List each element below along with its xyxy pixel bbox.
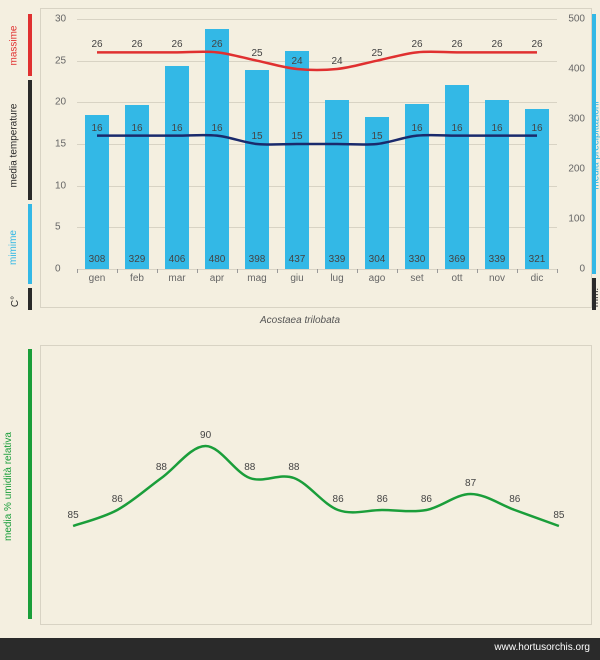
footer-url: www.hortusorchis.org xyxy=(494,642,590,653)
temp-min-value: 15 xyxy=(331,131,342,142)
temp-max-value: 25 xyxy=(251,47,262,58)
humidity-value: 86 xyxy=(377,494,388,505)
precip-bar: 369 xyxy=(445,85,469,270)
humidity-value: 85 xyxy=(553,510,564,521)
precip-value: 437 xyxy=(285,254,309,265)
temp-min-value: 16 xyxy=(171,122,182,133)
temp-max-value: 26 xyxy=(491,39,502,50)
y2-tick-label: 300 xyxy=(568,114,585,125)
temp-min-value: 15 xyxy=(251,131,262,142)
x-tick xyxy=(77,269,78,273)
y1-tick-label: 10 xyxy=(55,180,66,191)
humidity-value: 87 xyxy=(465,478,476,489)
temp-max-value: 24 xyxy=(291,56,302,67)
month-label: lug xyxy=(317,273,357,284)
gridline xyxy=(77,19,557,20)
label-media-temp: media temperature xyxy=(8,104,19,188)
gridline xyxy=(77,61,557,62)
y2-tick-label: 0 xyxy=(579,264,585,275)
month-label: dic xyxy=(517,273,557,284)
label-minime: mimime xyxy=(8,230,19,265)
precip-value: 339 xyxy=(325,254,349,265)
y2-tick-label: 200 xyxy=(568,164,585,175)
climate-chart: 0510152025300100200300400500308329406480… xyxy=(40,8,592,308)
humidity-axis-label-container: media % umidità relativa xyxy=(0,345,40,625)
temp-max-value: 26 xyxy=(411,39,422,50)
month-label: gen xyxy=(77,273,117,284)
humidity-value: 88 xyxy=(156,462,167,473)
label-precip: media precipitazioni xyxy=(591,101,600,189)
temp-max-value: 26 xyxy=(171,39,182,50)
y1-tick-label: 25 xyxy=(55,55,66,66)
month-label: set xyxy=(397,273,437,284)
y1-tick-label: 20 xyxy=(55,97,66,108)
label-celsius: C° xyxy=(10,296,21,307)
precip-bar: 406 xyxy=(165,66,189,269)
humidity-value: 86 xyxy=(421,494,432,505)
x-tick xyxy=(557,269,558,273)
temp-max-value: 26 xyxy=(531,39,542,50)
precip-bar: 480 xyxy=(205,29,229,269)
y2-tick-label: 400 xyxy=(568,64,585,75)
footer-bar: www.hortusorchis.org xyxy=(0,638,600,660)
precip-value: 308 xyxy=(85,254,109,265)
temp-min-value: 16 xyxy=(531,122,542,133)
temp-max-value: 26 xyxy=(211,39,222,50)
y1-tick-label: 0 xyxy=(55,264,61,275)
temp-min-value: 16 xyxy=(411,122,422,133)
temp-max-value: 26 xyxy=(131,39,142,50)
month-label: apr xyxy=(197,273,237,284)
y2-tick-label: 500 xyxy=(568,14,585,25)
precip-bar: 339 xyxy=(325,100,349,270)
month-label: nov xyxy=(477,273,517,284)
temp-min-value: 16 xyxy=(491,122,502,133)
month-label: feb xyxy=(117,273,157,284)
y1-tick-label: 5 xyxy=(55,222,61,233)
species-title: Acostaea trilobata xyxy=(0,315,600,326)
temp-min-value: 16 xyxy=(211,122,222,133)
temp-max-value: 26 xyxy=(451,39,462,50)
precip-bar: 398 xyxy=(245,70,269,269)
humidity-value: 88 xyxy=(244,462,255,473)
month-label: ago xyxy=(357,273,397,284)
temp-min-value: 16 xyxy=(451,122,462,133)
precip-value: 339 xyxy=(485,254,509,265)
precip-value: 406 xyxy=(165,254,189,265)
precip-bar: 437 xyxy=(285,51,309,270)
month-label: giu xyxy=(277,273,317,284)
humidity-value: 86 xyxy=(333,494,344,505)
y1-tick-label: 30 xyxy=(55,14,66,25)
humidity-value: 86 xyxy=(112,494,123,505)
precip-value: 304 xyxy=(365,254,389,265)
precip-value: 398 xyxy=(245,254,269,265)
humidity-chart: 85 86 88 90 88 88 86 86 86 87 86 85 xyxy=(40,345,592,625)
precip-value: 321 xyxy=(525,254,549,265)
precip-value: 329 xyxy=(125,254,149,265)
humidity-value: 86 xyxy=(509,494,520,505)
humidity-value: 85 xyxy=(68,510,79,521)
precip-value: 330 xyxy=(405,254,429,265)
label-humidity: media % umidità relativa xyxy=(3,432,14,541)
humidity-value: 88 xyxy=(288,462,299,473)
left-axis-labels: massime media temperature mimime C° xyxy=(0,0,40,340)
month-label: mar xyxy=(157,273,197,284)
month-label: mag xyxy=(237,273,277,284)
temp-min-value: 15 xyxy=(291,131,302,142)
precip-bar: 308 xyxy=(85,115,109,269)
y2-tick-label: 100 xyxy=(568,214,585,225)
temp-max-value: 24 xyxy=(331,56,342,67)
label-massime: massime xyxy=(9,25,20,65)
y1-tick-label: 15 xyxy=(55,139,66,150)
temp-max-value: 26 xyxy=(91,39,102,50)
temp-min-value: 16 xyxy=(131,122,142,133)
precip-value: 369 xyxy=(445,254,469,265)
temp-max-value: 25 xyxy=(371,47,382,58)
temp-min-value: 15 xyxy=(371,131,382,142)
humidity-value: 90 xyxy=(200,430,211,441)
month-label: ott xyxy=(437,273,477,284)
precip-value: 480 xyxy=(205,254,229,265)
temp-min-value: 16 xyxy=(91,122,102,133)
humidity-line xyxy=(73,446,559,526)
